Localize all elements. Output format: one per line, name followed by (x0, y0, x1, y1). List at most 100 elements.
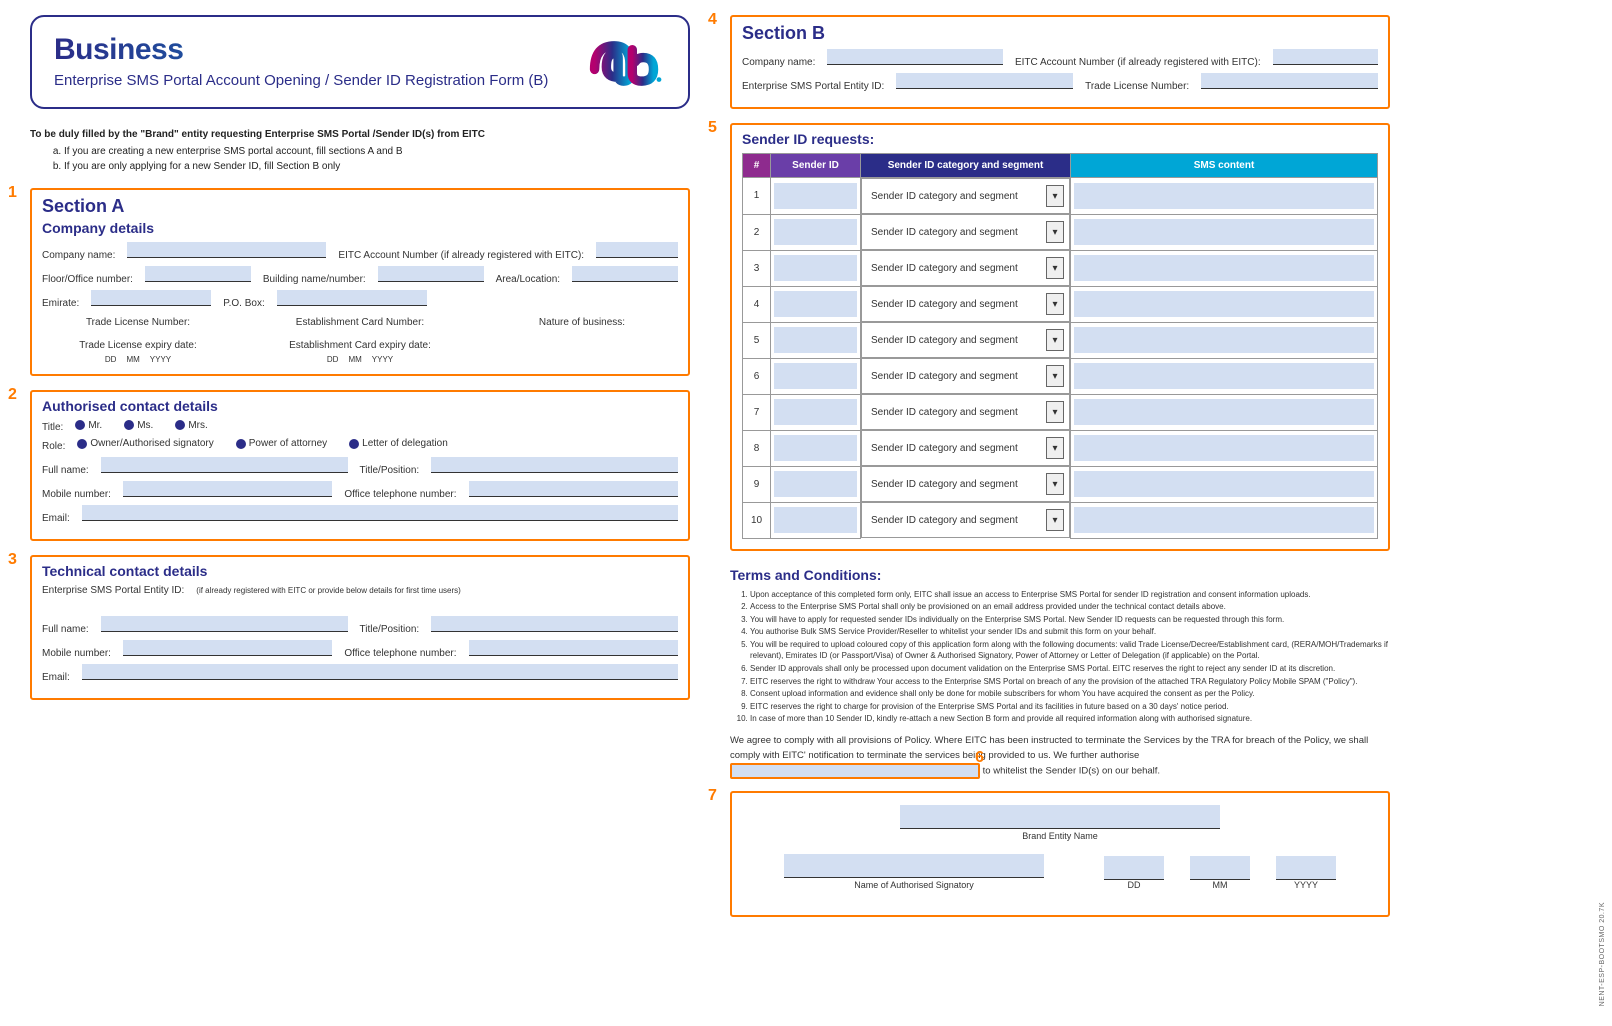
entity-hint: (if already registered with EITC or prov… (196, 586, 461, 595)
cell-sms (1071, 502, 1378, 538)
marker-5: 5 (708, 119, 717, 137)
input-sms-content[interactable] (1074, 363, 1374, 389)
input-mobile[interactable] (123, 481, 332, 497)
input-area[interactable] (572, 266, 678, 282)
dropdown-icon[interactable]: ▾ (1046, 401, 1064, 423)
input-sender-id[interactable] (774, 399, 857, 425)
label-tln: Trade License Number: (42, 317, 234, 328)
input-company-name[interactable] (127, 242, 326, 258)
label-floor: Floor/Office number: (42, 274, 133, 285)
table-row: 5Sender ID category and segment▾ (743, 322, 1378, 358)
input-emirate[interactable] (91, 290, 211, 306)
input-t-office[interactable] (469, 640, 678, 656)
category-placeholder: Sender ID category and segment (867, 191, 1044, 202)
sig-dd[interactable] (1104, 856, 1164, 880)
input-fullname[interactable] (101, 457, 348, 473)
dropdown-icon[interactable]: ▾ (1046, 185, 1064, 207)
input-t-email[interactable] (82, 664, 678, 680)
input-authorise[interactable] (730, 763, 980, 779)
dropdown-icon[interactable]: ▾ (1046, 257, 1064, 279)
col-cat: Sender ID category and segment (861, 154, 1071, 178)
input-b-entity[interactable] (896, 73, 1073, 89)
label-entity: Enterprise SMS Portal Entity ID: (42, 585, 184, 596)
category-placeholder: Sender ID category and segment (867, 515, 1044, 526)
input-eitc[interactable] (596, 242, 678, 258)
dropdown-icon[interactable]: ▾ (1046, 365, 1064, 387)
input-t-fullname[interactable] (101, 616, 348, 632)
input-sms-content[interactable] (1074, 291, 1374, 317)
input-sms-content[interactable] (1074, 255, 1374, 281)
input-sms-content[interactable] (1074, 507, 1374, 533)
radio-poa[interactable]: Power of attorney (236, 438, 327, 449)
input-building[interactable] (378, 266, 484, 282)
input-sender-id[interactable] (774, 219, 857, 245)
terms-item: You will have to apply for requested sen… (750, 614, 1390, 626)
category-placeholder: Sender ID category and segment (867, 263, 1044, 274)
dropdown-icon[interactable]: ▾ (1046, 473, 1064, 495)
radio-mr[interactable]: Mr. (75, 420, 102, 431)
input-titlepos[interactable] (431, 457, 678, 473)
input-sender-id[interactable] (774, 471, 857, 497)
input-sms-content[interactable] (1074, 399, 1374, 425)
input-signatory[interactable] (784, 854, 1044, 878)
dropdown-icon[interactable]: ▾ (1046, 329, 1064, 351)
label-mobile: Mobile number: (42, 489, 111, 500)
table-row: 1Sender ID category and segment▾ (743, 178, 1378, 215)
cell-sender-id (771, 250, 861, 286)
input-pobox[interactable] (277, 290, 427, 306)
col-sms: SMS content (1071, 154, 1378, 178)
row-num: 9 (743, 466, 771, 502)
tle-yyyy: YYYY (150, 355, 171, 364)
label-signatory: Name of Authorised Signatory (854, 880, 974, 890)
radio-lod[interactable]: Letter of delegation (349, 438, 448, 449)
input-sender-id[interactable] (774, 327, 857, 353)
cell-sender-id (771, 178, 861, 215)
input-sender-id[interactable] (774, 363, 857, 389)
input-sms-content[interactable] (1074, 183, 1374, 209)
input-sender-id[interactable] (774, 255, 857, 281)
input-office[interactable] (469, 481, 678, 497)
input-sender-id[interactable] (774, 507, 857, 533)
label-area: Area/Location: (496, 274, 561, 285)
input-brand-entity[interactable] (900, 805, 1220, 829)
input-b-company[interactable] (827, 49, 1003, 65)
input-sender-id[interactable] (774, 291, 857, 317)
input-sender-id[interactable] (774, 435, 857, 461)
input-sms-content[interactable] (1074, 471, 1374, 497)
cell-sms (1071, 250, 1378, 286)
input-b-tln[interactable] (1201, 73, 1378, 89)
dropdown-icon[interactable]: ▾ (1046, 509, 1064, 531)
dropdown-icon[interactable]: ▾ (1046, 437, 1064, 459)
terms-item: Access to the Enterprise SMS Portal shal… (750, 601, 1390, 613)
terms-item: EITC reserves the right to charge for pr… (750, 701, 1390, 713)
cell-sender-id (771, 466, 861, 502)
row-num: 4 (743, 286, 771, 322)
input-sms-content[interactable] (1074, 435, 1374, 461)
input-sms-content[interactable] (1074, 219, 1374, 245)
input-b-eitc[interactable] (1273, 49, 1378, 65)
row-num: 7 (743, 394, 771, 430)
sig-mm[interactable] (1190, 856, 1250, 880)
sig-yyyy[interactable] (1276, 856, 1336, 880)
cell-category: Sender ID category and segment▾ (861, 322, 1070, 358)
input-t-titlepos[interactable] (431, 616, 678, 632)
cell-sender-id (771, 214, 861, 250)
terms-list: Upon acceptance of this completed form o… (730, 589, 1390, 726)
input-t-mobile[interactable] (123, 640, 332, 656)
input-email[interactable] (82, 505, 678, 521)
input-sender-id[interactable] (774, 183, 857, 209)
dropdown-icon[interactable]: ▾ (1046, 293, 1064, 315)
category-placeholder: Sender ID category and segment (867, 407, 1044, 418)
input-floor[interactable] (145, 266, 251, 282)
radio-ms[interactable]: Ms. (124, 420, 153, 431)
sender-requests: 5 Sender ID requests: # Sender ID Sender… (730, 123, 1390, 551)
label-b-eitc: EITC Account Number (if already register… (1015, 57, 1261, 68)
radio-owner[interactable]: Owner/Authorised signatory (77, 438, 213, 449)
dropdown-icon[interactable]: ▾ (1046, 221, 1064, 243)
radio-mrs[interactable]: Mrs. (175, 420, 207, 431)
cell-sms (1071, 178, 1378, 215)
row-num: 6 (743, 358, 771, 394)
label-b-tln: Trade License Number: (1085, 81, 1189, 92)
input-sms-content[interactable] (1074, 327, 1374, 353)
auth-title: Authorised contact details (42, 398, 678, 414)
